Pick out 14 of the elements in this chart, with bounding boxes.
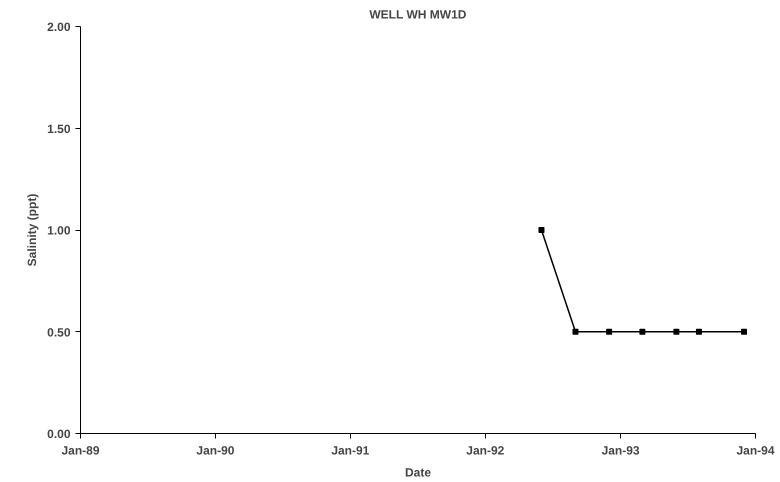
x-axis-title: Date: [404, 466, 432, 480]
x-tick-label: Jan-91: [331, 444, 370, 458]
chart-title: WELL WH MW1D: [369, 8, 467, 22]
y-tick-label: 0.50: [47, 325, 71, 340]
y-tick-label: 1.00: [47, 224, 71, 238]
y-tick-label: 0.00: [47, 427, 71, 441]
y-tick-label: 2.00: [47, 20, 71, 34]
y-tick-label: 1.50: [47, 122, 71, 136]
y-axis-title: Salinity (ppt): [25, 194, 40, 266]
x-tick-label: Jan-92: [466, 444, 505, 458]
x-tick-label: Jan-94: [736, 444, 775, 458]
x-tick-label: Jan-90: [196, 444, 235, 458]
x-tick-label: Jan-89: [61, 444, 100, 458]
x-tick-label: Jan-93: [602, 444, 640, 458]
